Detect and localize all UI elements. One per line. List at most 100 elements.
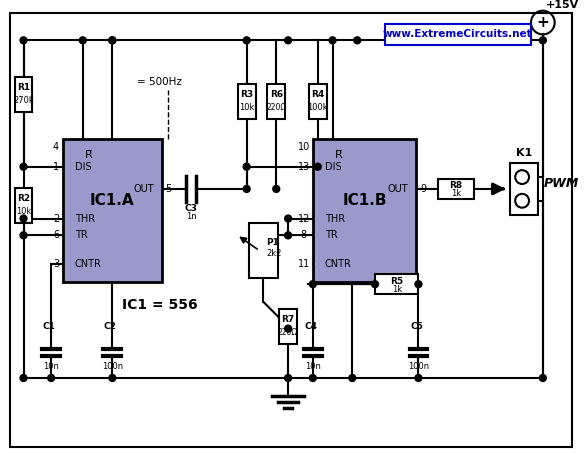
Circle shape bbox=[433, 37, 440, 44]
Text: 100n: 100n bbox=[408, 362, 429, 371]
Text: +15V: +15V bbox=[546, 0, 579, 10]
Circle shape bbox=[285, 232, 292, 239]
Text: R1: R1 bbox=[17, 83, 30, 92]
Bar bbox=[279, 309, 297, 344]
Text: 12: 12 bbox=[298, 213, 310, 223]
Text: R̅: R̅ bbox=[85, 150, 92, 160]
Text: IC1.B: IC1.B bbox=[342, 193, 387, 208]
Text: 1k: 1k bbox=[392, 285, 402, 293]
Text: R5: R5 bbox=[390, 277, 403, 286]
Circle shape bbox=[515, 194, 529, 207]
Text: R2: R2 bbox=[17, 194, 30, 203]
Bar bbox=[268, 84, 285, 119]
Circle shape bbox=[415, 374, 422, 381]
Text: DIS: DIS bbox=[325, 162, 341, 172]
Text: 1n: 1n bbox=[186, 212, 196, 221]
Bar bbox=[309, 84, 326, 119]
Circle shape bbox=[309, 374, 316, 381]
Text: R4: R4 bbox=[311, 90, 325, 99]
Text: 9: 9 bbox=[420, 184, 426, 194]
Text: 270k: 270k bbox=[13, 96, 34, 105]
Text: TR: TR bbox=[75, 230, 88, 240]
Circle shape bbox=[309, 281, 316, 288]
Text: 4: 4 bbox=[53, 142, 59, 152]
Text: 100k: 100k bbox=[308, 103, 328, 112]
Circle shape bbox=[20, 232, 27, 239]
Text: 10n: 10n bbox=[305, 362, 320, 371]
Circle shape bbox=[109, 374, 116, 381]
Text: 100n: 100n bbox=[102, 362, 123, 371]
Text: OUT: OUT bbox=[133, 184, 154, 194]
Circle shape bbox=[285, 215, 292, 222]
Text: 3: 3 bbox=[53, 259, 59, 269]
Circle shape bbox=[273, 186, 280, 192]
Text: 8: 8 bbox=[301, 230, 307, 240]
Text: 5: 5 bbox=[166, 184, 172, 194]
Text: 2: 2 bbox=[53, 213, 59, 223]
Bar bbox=[63, 139, 162, 282]
Text: 10k: 10k bbox=[239, 103, 255, 112]
Text: CNTR: CNTR bbox=[75, 259, 102, 269]
Text: = 500Hz: = 500Hz bbox=[138, 77, 182, 87]
Circle shape bbox=[48, 374, 55, 381]
Circle shape bbox=[243, 186, 250, 192]
Circle shape bbox=[79, 37, 86, 44]
Bar bbox=[510, 163, 538, 215]
Circle shape bbox=[243, 37, 250, 44]
Circle shape bbox=[354, 37, 360, 44]
Text: 10: 10 bbox=[298, 142, 310, 152]
Text: 1k: 1k bbox=[451, 189, 461, 198]
Text: R̅: R̅ bbox=[335, 150, 342, 160]
Text: PWM: PWM bbox=[544, 177, 579, 191]
Text: www.ExtremeCircuits.net: www.ExtremeCircuits.net bbox=[383, 30, 533, 40]
Circle shape bbox=[20, 37, 27, 44]
Circle shape bbox=[20, 215, 27, 222]
Circle shape bbox=[372, 281, 379, 288]
Bar bbox=[385, 24, 531, 45]
Circle shape bbox=[539, 37, 546, 44]
Circle shape bbox=[285, 374, 292, 381]
Text: 220Ω: 220Ω bbox=[266, 103, 286, 112]
Bar bbox=[313, 139, 416, 282]
Text: P1: P1 bbox=[266, 238, 279, 247]
Text: R8: R8 bbox=[449, 182, 463, 191]
Text: 10n: 10n bbox=[44, 362, 59, 371]
Text: THR: THR bbox=[325, 213, 345, 223]
Circle shape bbox=[314, 163, 321, 170]
Text: 1: 1 bbox=[53, 162, 59, 172]
Text: K1: K1 bbox=[516, 148, 532, 158]
Bar bbox=[15, 77, 32, 112]
Text: IC1.A: IC1.A bbox=[90, 193, 135, 208]
Text: 2k2: 2k2 bbox=[266, 249, 282, 258]
Text: DIS: DIS bbox=[75, 162, 92, 172]
Circle shape bbox=[20, 374, 27, 381]
Text: C3: C3 bbox=[185, 204, 198, 213]
Text: TR: TR bbox=[325, 230, 338, 240]
Text: 11: 11 bbox=[298, 259, 310, 269]
Circle shape bbox=[109, 37, 116, 44]
Bar bbox=[438, 179, 474, 199]
Circle shape bbox=[349, 374, 356, 381]
Circle shape bbox=[109, 37, 116, 44]
Bar bbox=[15, 188, 32, 223]
Circle shape bbox=[329, 37, 336, 44]
Bar bbox=[238, 84, 256, 119]
Bar bbox=[249, 223, 278, 278]
Bar bbox=[375, 274, 419, 294]
Text: R3: R3 bbox=[240, 90, 253, 99]
Text: C4: C4 bbox=[305, 322, 318, 331]
Circle shape bbox=[285, 37, 292, 44]
Text: C5: C5 bbox=[410, 322, 423, 331]
Text: CNTR: CNTR bbox=[325, 259, 352, 269]
Text: 10k: 10k bbox=[16, 207, 31, 216]
Text: C2: C2 bbox=[104, 322, 117, 331]
Circle shape bbox=[415, 281, 422, 288]
Circle shape bbox=[20, 163, 27, 170]
Text: 13: 13 bbox=[298, 162, 310, 172]
Text: OUT: OUT bbox=[388, 184, 409, 194]
Text: +: + bbox=[536, 15, 549, 30]
Text: R7: R7 bbox=[282, 315, 295, 324]
Text: THR: THR bbox=[75, 213, 95, 223]
Circle shape bbox=[539, 374, 546, 381]
Text: IC1 = 556: IC1 = 556 bbox=[122, 298, 198, 312]
